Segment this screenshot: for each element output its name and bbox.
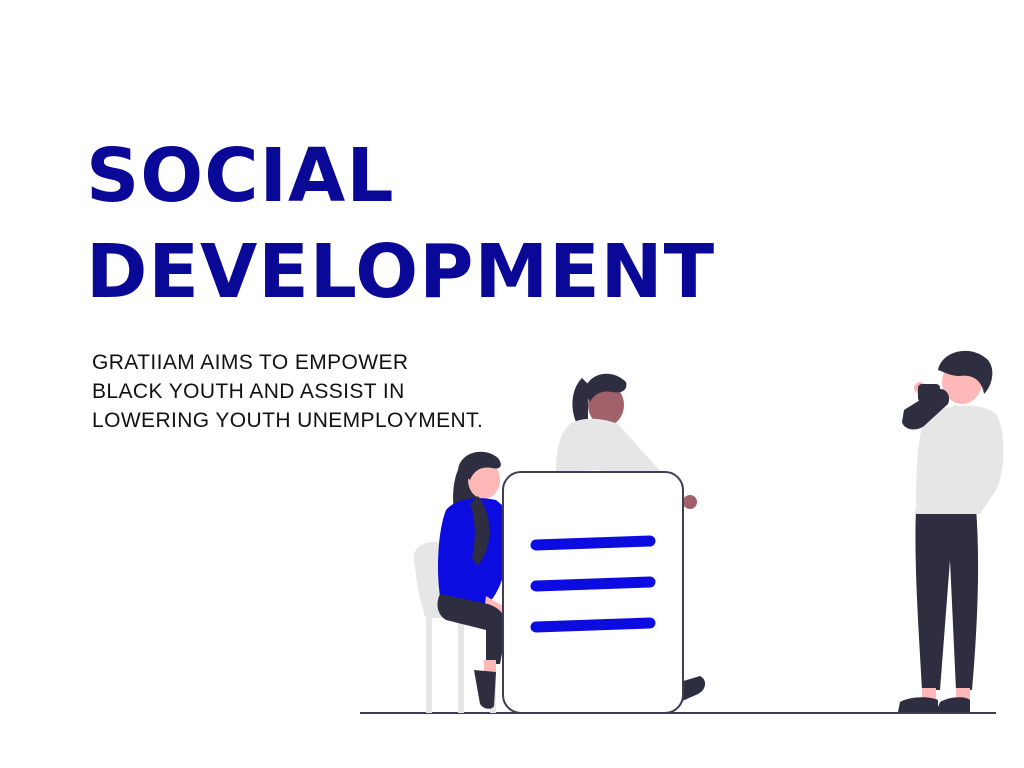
seated-woman-figure — [437, 451, 511, 709]
title-line-development: DEVELOPMENT — [86, 229, 716, 315]
checklist-line-2 — [530, 576, 656, 592]
mission-line-1: GRATIIAM AIMS TO EMPOWER — [92, 351, 409, 374]
checklist-line-1 — [530, 535, 656, 551]
mission-line-2: BLACK YOUTH AND ASSIST IN — [92, 380, 405, 403]
man-with-camera-figure — [898, 350, 1004, 712]
mission-line-3: LOWERING YOUTH UNEMPLOYMENT. — [92, 409, 484, 432]
page-title: SOCIAL DEVELOPMENT — [86, 128, 715, 320]
checklist-line-3 — [530, 617, 656, 633]
mission-statement: GRATIIAM AIMS TO EMPOWER BLACK YOUTH AND… — [92, 348, 483, 435]
title-line-social: SOCIAL — [86, 133, 395, 219]
checklist-board — [502, 471, 684, 714]
